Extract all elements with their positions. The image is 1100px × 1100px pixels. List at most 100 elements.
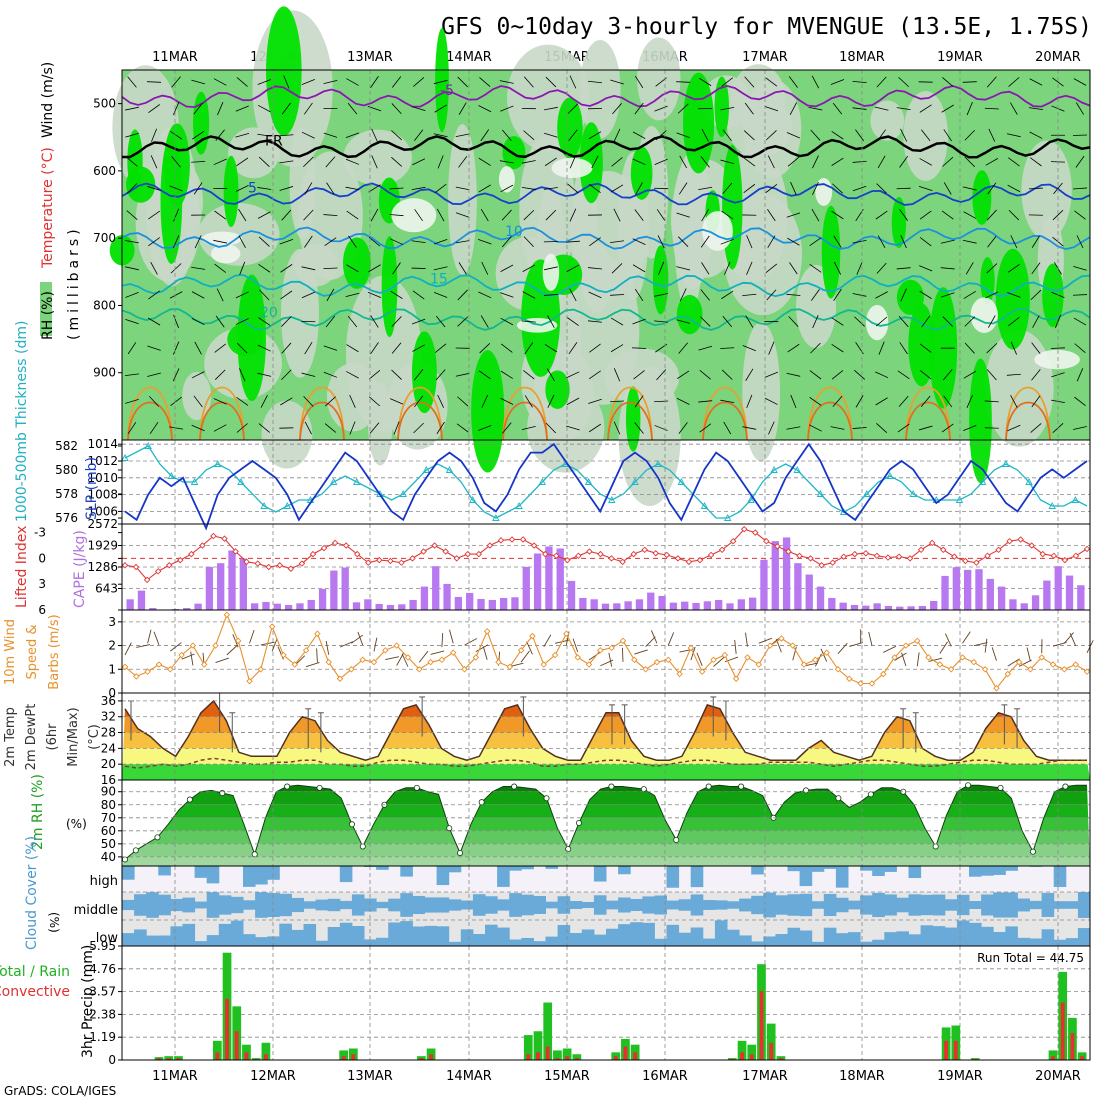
date-label-top: 11MAR bbox=[152, 50, 198, 65]
precip-convective-bar bbox=[1051, 1056, 1055, 1060]
wind-barb bbox=[215, 129, 225, 141]
wind-barb bbox=[349, 394, 356, 408]
wind-barb bbox=[874, 106, 889, 111]
high-cloud-bar bbox=[122, 866, 135, 880]
tick-label: 2 bbox=[108, 639, 116, 653]
wind-barb bbox=[412, 344, 425, 352]
li-marker bbox=[243, 558, 250, 566]
moist-region bbox=[630, 146, 653, 200]
wind-barb bbox=[281, 316, 292, 327]
wind-speed-marker bbox=[291, 661, 299, 668]
wind-speed-marker bbox=[721, 651, 729, 659]
wind-barb bbox=[1008, 209, 1020, 221]
wind-barb bbox=[281, 342, 292, 354]
wind-barb bbox=[634, 209, 644, 221]
precip-convective-bar bbox=[555, 1058, 560, 1060]
isotherm-line bbox=[121, 182, 1091, 206]
tick-label: 3.57 bbox=[89, 985, 116, 999]
cape-bar bbox=[839, 602, 847, 610]
wind-barb bbox=[963, 211, 977, 219]
wind-barb bbox=[215, 315, 225, 328]
wind-speed-marker bbox=[167, 666, 174, 673]
very-dry-region bbox=[970, 297, 998, 334]
wind-barb bbox=[390, 238, 404, 245]
wind-barb bbox=[611, 157, 623, 167]
wind-barb bbox=[610, 79, 624, 85]
wind-barb bbox=[304, 182, 313, 195]
wind-barb bbox=[455, 212, 470, 218]
cape-bar bbox=[420, 586, 429, 610]
mid-cloud-bar bbox=[775, 895, 788, 915]
wind-barb bbox=[1030, 157, 1042, 167]
surface-barb bbox=[249, 629, 255, 644]
tick-label: 2572 bbox=[87, 517, 118, 531]
precip-convective-bar bbox=[1060, 1002, 1065, 1060]
wind-barb bbox=[544, 157, 557, 167]
isotherm-line bbox=[121, 273, 1091, 298]
panel4-grid bbox=[122, 610, 1090, 694]
low-cloud-bar bbox=[630, 922, 643, 946]
wind-barb bbox=[654, 105, 668, 112]
wind-barb bbox=[391, 103, 402, 115]
wind-barb bbox=[236, 157, 249, 167]
wind-barb bbox=[676, 266, 691, 271]
cape-bar bbox=[748, 597, 757, 610]
wind-barb bbox=[988, 315, 996, 328]
low-cloud-bar bbox=[1077, 928, 1091, 946]
li-marker bbox=[143, 576, 151, 584]
low-cloud-bar bbox=[896, 931, 909, 946]
thickness-marker bbox=[121, 454, 129, 461]
wind-barb bbox=[831, 157, 844, 166]
wind-barb bbox=[743, 157, 756, 167]
wind-barb bbox=[878, 341, 885, 355]
wind-speed-marker bbox=[812, 656, 819, 664]
tick-label: 1.19 bbox=[89, 1030, 116, 1044]
precip-total-bar bbox=[553, 1050, 562, 1060]
wind-barb bbox=[1010, 102, 1018, 115]
surface-barb bbox=[991, 647, 997, 661]
wind-barb bbox=[301, 131, 315, 139]
wind-barb bbox=[193, 395, 203, 408]
wind-barb bbox=[346, 344, 359, 353]
low-cloud-bar bbox=[376, 937, 389, 946]
wind-barb bbox=[433, 79, 448, 85]
wind-barb bbox=[147, 81, 162, 83]
low-cloud-bar bbox=[170, 926, 183, 946]
wind-barb bbox=[1076, 368, 1084, 382]
warm-contour bbox=[1005, 386, 1051, 441]
mid-cloud-bar bbox=[944, 899, 958, 911]
wind-barb bbox=[768, 341, 775, 355]
date-label-top: 13MAR bbox=[347, 50, 393, 65]
very-dry-region bbox=[210, 244, 241, 264]
wind-barb bbox=[392, 262, 401, 275]
li-cape-panel: -3 0 3 6 643 1286 1929 2572 Lifted Index CAPE (… bbox=[14, 517, 1091, 617]
warm-contour bbox=[607, 386, 653, 441]
thickness-marker bbox=[445, 466, 454, 473]
wind-barb bbox=[1076, 102, 1084, 115]
high-cloud-bar bbox=[690, 866, 704, 888]
rh-marker bbox=[738, 783, 745, 790]
wind-barb bbox=[966, 101, 973, 116]
wind-barb bbox=[810, 129, 821, 141]
wind-barb bbox=[217, 102, 224, 116]
wind-barb bbox=[678, 422, 688, 434]
thickness-marker bbox=[329, 478, 338, 485]
wind-barb bbox=[1028, 107, 1043, 111]
wind-barb bbox=[566, 317, 579, 326]
rh-band bbox=[122, 804, 1090, 818]
wind-barb bbox=[855, 129, 865, 142]
low-cloud-bar bbox=[835, 933, 849, 946]
wind-barb bbox=[169, 185, 183, 192]
wind-speed-marker bbox=[144, 668, 151, 675]
wind-barb bbox=[323, 214, 338, 217]
wind-barb bbox=[700, 156, 710, 168]
wind-barb bbox=[875, 397, 888, 406]
wind-speed-marker bbox=[121, 663, 129, 671]
wind-barb bbox=[812, 181, 819, 195]
thickness-marker bbox=[422, 466, 431, 473]
wind-barb bbox=[127, 76, 137, 88]
wind-barb bbox=[899, 209, 909, 221]
wind-barb bbox=[1010, 235, 1018, 249]
temp2m-label: 2m Temp 2m DewPt (6hr Min/Max) (°C) bbox=[3, 703, 102, 771]
